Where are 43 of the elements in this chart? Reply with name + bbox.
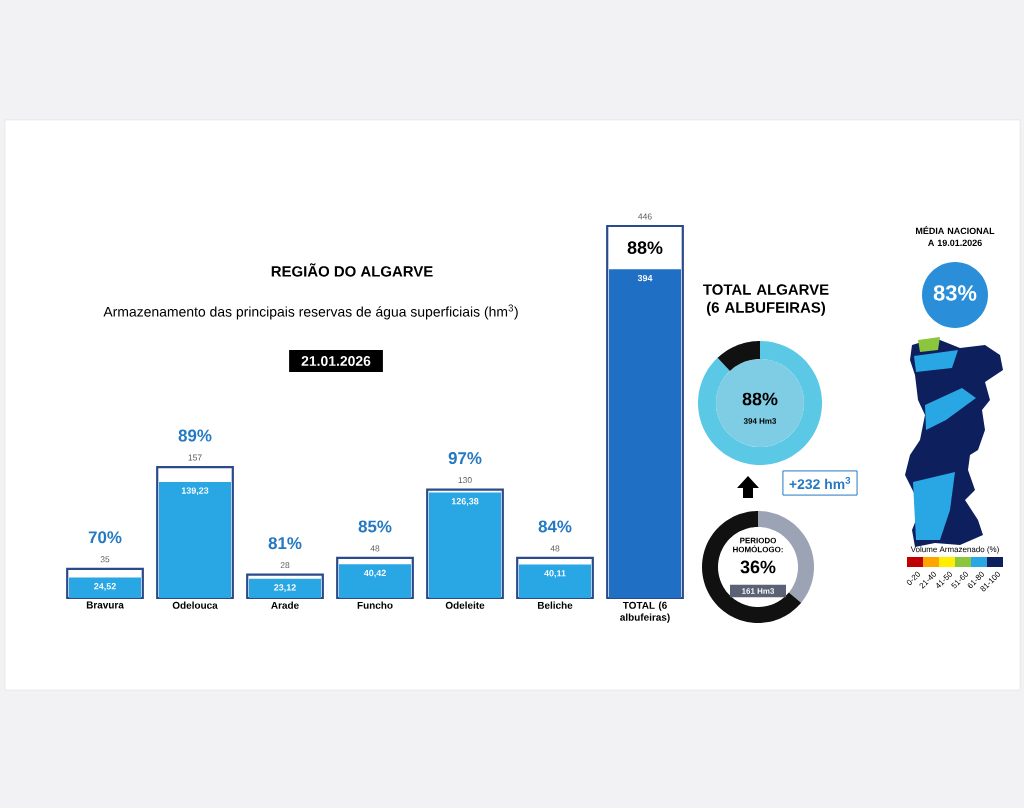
x-tick-label: Funcho — [357, 601, 393, 609]
annotation: 84% — [538, 520, 572, 533]
data-label: 48 — [550, 545, 560, 552]
text: +232 hm$^{3}$ — [789, 476, 851, 490]
text: 36% — [740, 560, 776, 574]
text: 88% — [742, 392, 778, 406]
annotation: 85% — [358, 520, 392, 533]
data-label: 24,52 — [94, 583, 116, 591]
annotation: 89% — [178, 429, 212, 442]
data-label: 157 — [188, 454, 202, 461]
annotation: 81% — [268, 537, 302, 550]
data-label: 48 — [370, 545, 380, 552]
text: 83% — [933, 285, 977, 301]
x-tick-label: TOTAL (6 albufeiras) — [620, 601, 670, 623]
data-label: 40,42 — [363, 569, 386, 578]
text: REGIÃO DO ALGARVE — [271, 263, 433, 277]
x-tick-label: Arade — [271, 601, 299, 609]
data-label: 40,11 — [544, 570, 566, 578]
data-label: 23,12 — [274, 584, 296, 592]
data-label: 139,23 — [181, 487, 209, 496]
data-label: 28 — [280, 562, 290, 569]
bar — [609, 269, 682, 598]
data-label: 394 — [637, 274, 653, 282]
data-label: 446 — [638, 213, 652, 220]
text: MÉDIA NACIONAL A 19.01.2026 — [916, 226, 995, 246]
bar — [159, 481, 232, 598]
data-label: 126,38 — [451, 498, 479, 506]
bar — [69, 577, 142, 598]
annotation: 21.01.2026 — [301, 356, 371, 366]
text: Armazenamento das principais reservas de água superficiais (hm$^{3}$) — [103, 304, 518, 320]
data-label: 35 — [100, 556, 110, 563]
annotation: 97% — [448, 452, 482, 465]
bar — [519, 564, 592, 598]
bar — [249, 578, 322, 598]
annotation: 88% — [627, 241, 663, 255]
data-label: 130 — [458, 477, 472, 484]
chart-title: TOTAL ALGARVE (6 ALBUFEIRAS) — [703, 284, 829, 316]
x-tick-label: Bravura — [86, 601, 124, 609]
x-tick-label: Odelouca — [172, 601, 218, 609]
x-tick-label: Odeleite — [445, 601, 485, 609]
bar — [339, 564, 412, 598]
annotation: 70% — [88, 531, 122, 544]
x-tick-label: Beliche — [537, 601, 573, 609]
